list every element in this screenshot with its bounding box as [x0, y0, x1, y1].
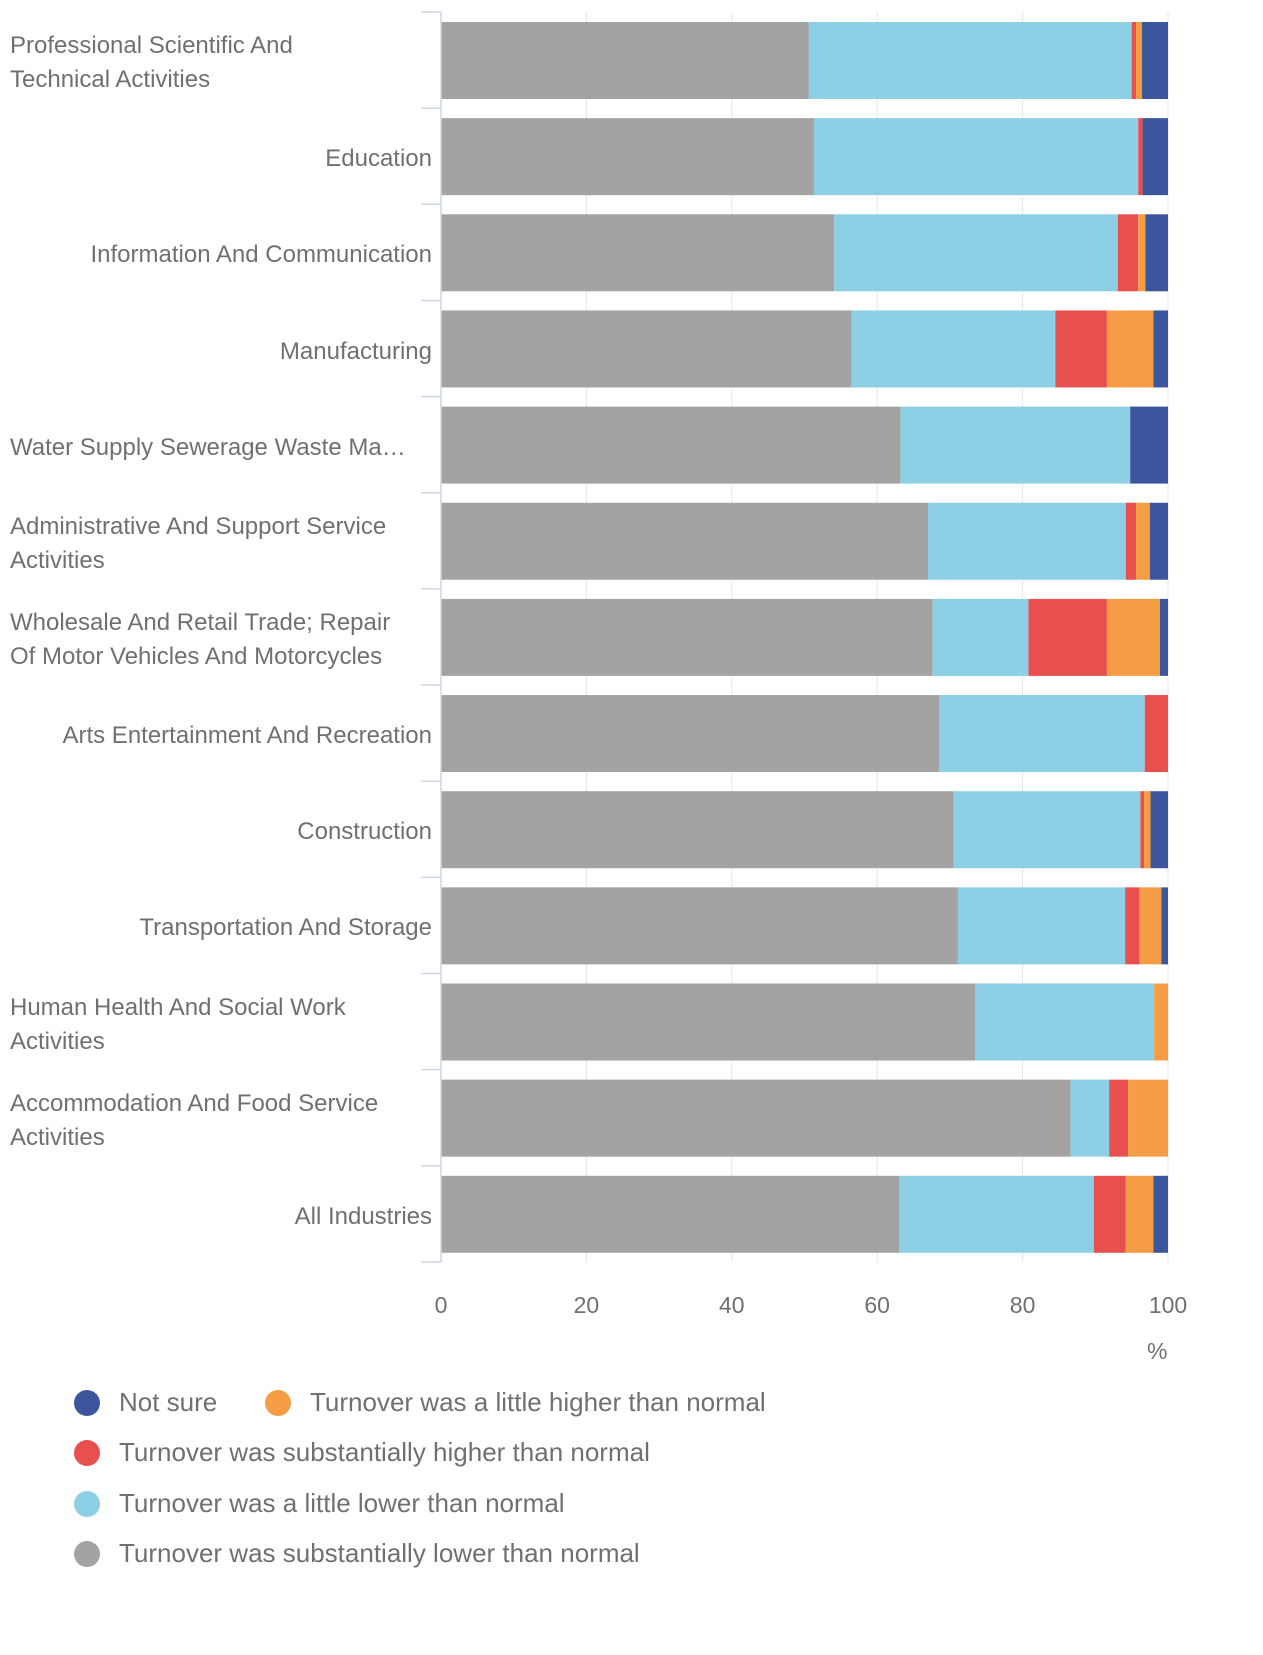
- legend-marker-icon: [265, 1389, 291, 1416]
- bar-segment: [1138, 214, 1146, 292]
- y-tick-label: Construction: [297, 818, 432, 846]
- legend-item[interactable]: Turnover was substantially lower than no…: [74, 1538, 640, 1569]
- y-tick-label: Human Health And Social Work Activities: [10, 993, 346, 1055]
- bar-segment: [851, 310, 1056, 388]
- y-tick-label: Professional Scientific And Technical Ac…: [10, 32, 293, 94]
- legend-marker-icon: [74, 1490, 100, 1517]
- legend-label: Turnover was a little higher than normal: [310, 1387, 766, 1417]
- bar-segment: [441, 598, 933, 676]
- bar-segment: [1139, 887, 1162, 965]
- bar-segment: [1136, 502, 1150, 580]
- legend-label: Turnover was substantially higher than n…: [119, 1437, 650, 1467]
- bar-segment: [441, 983, 976, 1061]
- bar-segment: [1093, 1175, 1126, 1253]
- y-tick-label: All Industries: [294, 1202, 432, 1230]
- bar-segment: [938, 695, 1145, 773]
- bar-segment: [441, 695, 939, 773]
- x-tick-label: 20: [573, 1291, 600, 1318]
- bar-segment: [1140, 791, 1145, 869]
- legend-marker-icon: [74, 1439, 100, 1466]
- bar-segment: [441, 791, 954, 869]
- bar-segment: [900, 406, 1131, 484]
- bar-segment: [441, 118, 814, 196]
- bar-segment: [1144, 791, 1151, 869]
- legend-item[interactable]: Not sure: [74, 1387, 217, 1418]
- legend-label: Turnover was substantially lower than no…: [119, 1538, 640, 1568]
- legend-item[interactable]: Turnover was a little lower than normal: [74, 1488, 565, 1519]
- bar-segment: [441, 887, 958, 965]
- y-tick-label: Information And Communication: [90, 241, 432, 269]
- bar-segment: [1149, 502, 1168, 580]
- bar-segment: [1153, 1175, 1168, 1253]
- x-tick-label: 60: [864, 1291, 890, 1318]
- bar-segment: [1136, 22, 1142, 99]
- bar-segment: [928, 502, 1126, 580]
- bar-segment: [1106, 598, 1161, 676]
- bar-segment: [1055, 310, 1107, 388]
- bar-segment: [1070, 1079, 1110, 1157]
- bar-segment: [1106, 310, 1154, 388]
- bar-segment: [1130, 406, 1168, 484]
- bar-segment: [1161, 887, 1168, 965]
- bar-segment: [932, 598, 1029, 676]
- bar-segment: [1142, 118, 1168, 196]
- bar-segment: [1028, 598, 1107, 676]
- bar-segment: [1160, 598, 1168, 676]
- bar-segment: [441, 502, 929, 580]
- y-tick-label: Arts Entertainment And Recreation: [62, 722, 432, 750]
- bar-segment: [834, 214, 1118, 292]
- bar-segment: [899, 1175, 1094, 1253]
- bar-segment: [808, 22, 1132, 99]
- bar-segment: [1153, 310, 1168, 388]
- legend-label: Not sure: [119, 1387, 218, 1417]
- bar-segment: [441, 406, 901, 484]
- bar-segment: [1125, 887, 1140, 965]
- bar-segment: [1125, 1175, 1154, 1253]
- bar-segment: [1145, 214, 1168, 292]
- x-tick-label: 100: [1148, 1291, 1188, 1318]
- bar-segment: [975, 983, 1155, 1061]
- bar-segment: [441, 310, 852, 388]
- bar-segment: [1117, 214, 1139, 292]
- legend-item[interactable]: Turnover was a little higher than normal: [265, 1387, 766, 1418]
- bar-segment: [1128, 1079, 1168, 1157]
- bar-segment: [441, 22, 809, 99]
- y-tick-label: Water Supply Sewerage Waste Ma…: [10, 433, 406, 461]
- bar-segment: [441, 1175, 900, 1253]
- bar-segment: [1138, 118, 1143, 196]
- x-axis-unit: %: [1147, 1337, 1168, 1364]
- bar-segment: [1154, 983, 1168, 1061]
- bar-segment: [813, 118, 1139, 196]
- bar-segment: [1141, 22, 1168, 99]
- bar-segment: [953, 791, 1141, 869]
- bar-segment: [441, 214, 835, 292]
- bar-segment: [957, 887, 1126, 965]
- x-tick-label: 80: [1009, 1291, 1036, 1318]
- bar-segment: [1144, 695, 1168, 773]
- y-tick-label: Manufacturing: [279, 337, 432, 365]
- bar-segment: [1131, 22, 1137, 99]
- bar-segment: [1150, 791, 1168, 869]
- legend-marker-icon: [74, 1389, 100, 1416]
- bar-segment: [1109, 1079, 1129, 1157]
- y-tick-label: Transportation And Storage: [139, 914, 432, 942]
- legend-marker-icon: [74, 1540, 100, 1567]
- bar-segment: [1125, 502, 1137, 580]
- legend-item[interactable]: Turnover was substantially higher than n…: [74, 1437, 650, 1468]
- bar-segment: [441, 1079, 1071, 1157]
- x-tick-label: 40: [719, 1291, 745, 1318]
- x-tick-label: 0: [434, 1291, 448, 1318]
- y-tick-label: Accommodation And Food Service Activitie…: [10, 1089, 379, 1151]
- y-tick-label: Education: [325, 145, 432, 173]
- legend-label: Turnover was a little lower than normal: [119, 1488, 565, 1518]
- y-tick-label: Administrative And Support Service Activ…: [10, 512, 387, 574]
- y-tick-label: Wholesale And Retail Trade; Repair Of Mo…: [10, 608, 391, 670]
